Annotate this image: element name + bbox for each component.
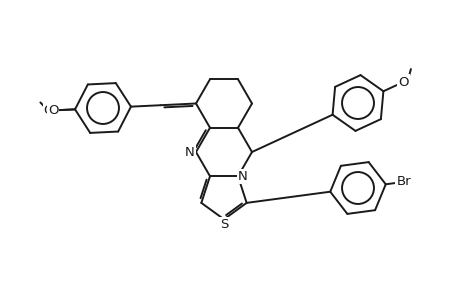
Text: O: O: [48, 104, 58, 117]
Text: Br: Br: [395, 176, 410, 188]
Text: S: S: [219, 218, 228, 231]
Text: N: N: [185, 146, 195, 158]
Text: O: O: [44, 104, 54, 117]
Text: O: O: [397, 76, 408, 88]
Text: N: N: [238, 170, 247, 183]
